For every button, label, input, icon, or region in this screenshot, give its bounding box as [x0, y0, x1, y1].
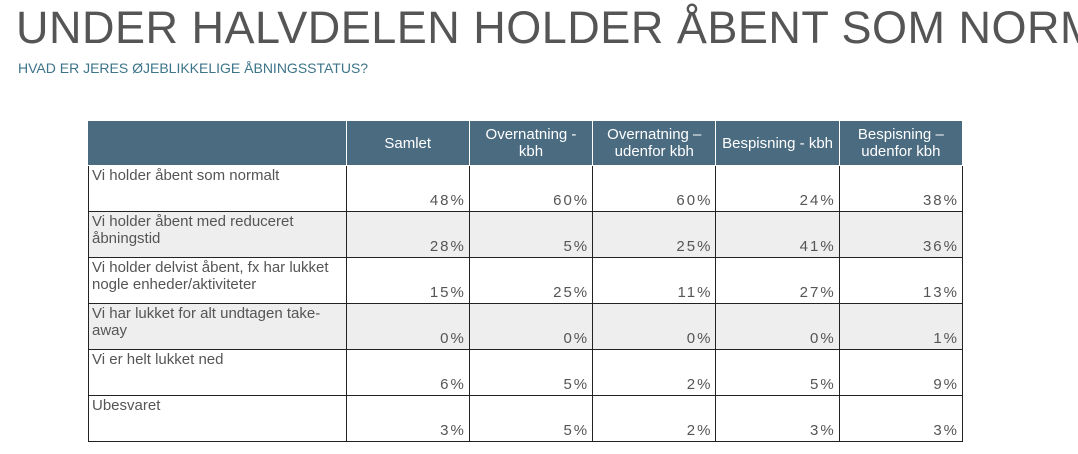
value-cell: 5%: [468, 349, 594, 396]
value-cell: 25%: [592, 211, 717, 258]
value-cell: 28%: [345, 211, 470, 258]
row-label: Vi er helt lukket ned: [88, 349, 347, 396]
value-cell: 5%: [468, 211, 594, 258]
value-cell: 60%: [468, 165, 594, 212]
header-cell: Bespisning - kbh: [715, 120, 840, 166]
header-row: Samlet Overnatning - kbh Overnatning – ude…: [88, 120, 964, 166]
value-cell: 60%: [592, 165, 717, 212]
header-cell: [88, 120, 347, 166]
value-cell: 13%: [838, 257, 964, 304]
data-row: Vi er helt lukket ned 6% 5% 2% 5% 9%: [88, 349, 964, 396]
value-cell: 1%: [838, 303, 964, 350]
data-row: Vi holder åbent med reduceret åbningstid…: [88, 211, 964, 258]
header-cell: Samlet: [345, 120, 470, 166]
data-row: Ubesvaret 3% 5% 2% 3% 3%: [88, 395, 964, 442]
data-row: Vi har lukket for alt undtagen take-away…: [88, 303, 964, 350]
value-cell: 2%: [592, 395, 717, 442]
value-cell: 27%: [715, 257, 840, 304]
value-cell: 5%: [715, 349, 840, 396]
value-cell: 24%: [715, 165, 840, 212]
value-cell: 9%: [838, 349, 964, 396]
row-label: Vi holder åbent med reduceret åbningstid: [88, 211, 347, 258]
title: UNDER HALVDELEN HOLDER ÅBENT SOM NORMALT: [16, 2, 1078, 53]
value-cell: 0%: [468, 303, 594, 350]
value-cell: 2%: [592, 349, 717, 396]
value-cell: 11%: [592, 257, 717, 304]
value-cell: 0%: [715, 303, 840, 350]
row-label: Vi holder åbent som normalt: [88, 165, 347, 212]
value-cell: 25%: [468, 257, 594, 304]
row-label: Vi holder delvist åbent, fx har lukket n…: [88, 257, 347, 304]
status-table: Samlet Overnatning - kbh Overnatning – ude…: [88, 120, 964, 442]
value-cell: 48%: [345, 165, 470, 212]
row-label: Ubesvaret: [88, 395, 347, 442]
row-label: Vi har lukket for alt undtagen take-away: [88, 303, 347, 350]
header-cell: Overnatning – udenfor kbh: [592, 120, 717, 166]
data-row: Vi holder åbent som normalt 48% 60% 60% 24% 3…: [88, 165, 964, 212]
value-cell: 15%: [345, 257, 470, 304]
header-cell: Overnatning - kbh: [468, 120, 594, 166]
data-row: Vi holder delvist åbent, fx har lukket n…: [88, 257, 964, 304]
value-cell: 0%: [592, 303, 717, 350]
value-cell: 3%: [838, 395, 964, 442]
value-cell: 3%: [715, 395, 840, 442]
value-cell: 41%: [715, 211, 840, 258]
value-cell: 3%: [345, 395, 470, 442]
value-cell: 36%: [838, 211, 964, 258]
value-cell: 0%: [345, 303, 470, 350]
value-cell: 6%: [345, 349, 470, 396]
value-cell: 38%: [838, 165, 964, 212]
header-cell: Bespisning – udenfor kbh: [838, 120, 964, 166]
subtitle: HVAD ER JERES ØJEBLIKKELIGE ÅBNINGSSTATU…: [18, 60, 369, 76]
value-cell: 5%: [468, 395, 594, 442]
